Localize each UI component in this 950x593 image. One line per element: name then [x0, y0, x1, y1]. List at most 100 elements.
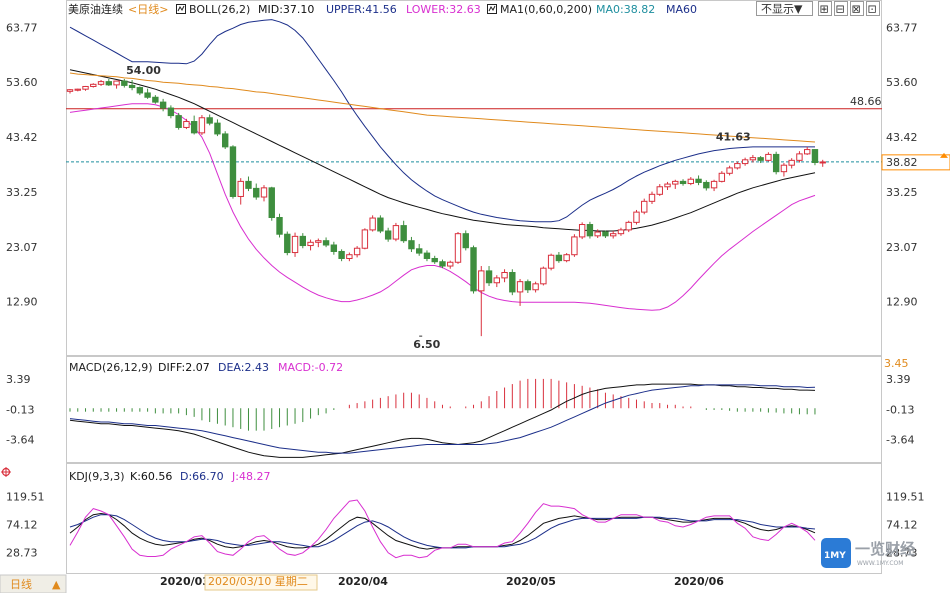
main-y-tick-left-3: 33.25 [6, 186, 38, 199]
candle-body-61 [540, 267, 547, 285]
candle-body-93 [788, 159, 795, 166]
date-label-jun: 2020/06 [674, 575, 724, 588]
kdj-y-tick-right-2: 28.73 [886, 546, 918, 559]
panel-frames [66, 0, 882, 574]
candle-body-53 [478, 270, 485, 292]
candle-body-57 [509, 272, 516, 293]
candle-body-40 [377, 217, 384, 232]
macd-corner-value: 3.45 [884, 357, 909, 370]
candle-body-89 [757, 157, 764, 161]
candle-body-90 [765, 153, 772, 161]
boll-mid-value: MID:37.10 [258, 3, 314, 16]
hide-button[interactable] [756, 1, 813, 16]
main-y-axis-right: 63.77 53.60 43.42 33.25 23.07 12.90 [886, 21, 918, 308]
candle-body-96 [811, 149, 819, 164]
kdj-y-tick-left-2: 28.73 [6, 546, 38, 559]
candle-body-81 [695, 178, 702, 183]
main-y-tick-left-1: 53.60 [6, 76, 38, 89]
period-label[interactable]: <日线> [128, 2, 168, 16]
candle-body-79 [679, 180, 687, 185]
main-y-tick-right-1: 53.60 [886, 76, 918, 89]
candle-body-50 [454, 233, 462, 263]
hline-label: 48.66 [850, 95, 882, 108]
macd-macd-value: MACD:-0.72 [278, 361, 343, 374]
window-button-2[interactable] [834, 1, 848, 16]
kdj-panel-frame [66, 463, 882, 574]
candle-body-66 [578, 224, 586, 238]
brand-logo-name: 一览财经 [855, 540, 915, 558]
line-ma0 [69, 72, 816, 143]
candle-body-63 [555, 254, 563, 262]
kdj-y-tick-left-0: 119.51 [6, 491, 45, 504]
candle-body-72 [625, 221, 632, 231]
window-button-2-icon[interactable]: ⊟ [836, 3, 845, 16]
ma60-label: MA60 [666, 3, 697, 16]
boll-upper-value: UPPER:41.56 [326, 3, 397, 16]
main-y-tick-right-2: 43.42 [886, 131, 918, 144]
top-right-controls: 不显示▼ ⊞ ⊟ ⊠ ⊡ [756, 1, 880, 16]
candle-body-21 [229, 146, 237, 197]
boll-indicator-icon-glyph [177, 5, 185, 12]
candle-body-91 [772, 153, 780, 173]
window-button-4[interactable] [866, 1, 880, 16]
main-y-tick-left-2: 43.42 [6, 131, 38, 144]
kdj-name[interactable]: KDJ(9,3,3) [69, 470, 125, 483]
macd-dea-line [69, 384, 816, 454]
macd-lines [69, 383, 816, 458]
main-y-tick-right-0: 63.77 [886, 21, 918, 34]
candle-body-86 [734, 163, 741, 169]
candle-body-12 [159, 101, 167, 109]
candle-body-44 [408, 240, 415, 250]
period-switch-arrow[interactable]: ▲ [52, 578, 61, 591]
candle-body-48 [439, 261, 446, 267]
line-upper [69, 19, 815, 223]
macd-y-axis-left: 3.39 -0.13 -3.64 [6, 373, 34, 447]
main-y-tick-left-0: 63.77 [6, 21, 38, 34]
candle-body-77 [664, 183, 671, 188]
price-annotation-1: 41.63 [716, 131, 751, 144]
candle-body-36 [346, 254, 353, 259]
current-price-arrow-icon [940, 152, 948, 158]
candle-body-75 [648, 193, 656, 202]
window-button-1[interactable] [818, 1, 832, 16]
candle-body-30 [299, 235, 307, 247]
candle-body-23 [245, 180, 252, 189]
candle-body-43 [400, 225, 407, 242]
candle-body-87 [741, 159, 749, 165]
candle-body-51 [462, 233, 469, 249]
macd-name[interactable]: MACD(26,12,9) [69, 361, 153, 374]
brand-logo-icon [821, 538, 851, 568]
main-y-tick-left-4: 23.07 [6, 241, 38, 254]
candle-body-68 [594, 231, 601, 237]
candle-body-41 [384, 230, 392, 240]
ma-label: MA1(0,60,0,200) [500, 3, 592, 16]
macd-legend: MACD(26,12,9) DIFF:2.07 DEA:2.43 MACD:-0… [69, 357, 909, 374]
window-button-3[interactable] [850, 1, 864, 16]
candle-body-95 [804, 149, 811, 155]
candle-body-49 [447, 261, 454, 267]
price-annotations: 54.00 41.63 6.50 [126, 64, 751, 351]
candle-body-71 [617, 229, 625, 235]
candle-body-85 [726, 167, 733, 174]
candle-body-97 [819, 161, 826, 164]
period-switch-label[interactable]: 日线 [10, 577, 32, 591]
period-switch-button[interactable] [0, 574, 67, 593]
main-indicator-lines: 48.66 38.82 [66, 19, 950, 311]
window-button-4-icon[interactable]: ⊡ [868, 3, 877, 16]
symbol-name[interactable]: 美原油连续 [68, 2, 123, 16]
macd-dea-value: DEA:2.43 [218, 361, 269, 374]
candle-body-35 [338, 250, 345, 259]
hide-button-label[interactable]: 不显示▼ [761, 3, 803, 16]
candle-body-19 [214, 122, 221, 135]
footer-bar: 日线 ▲ 2020/03 2020/03/10 星期二 2020/04 2020… [0, 574, 724, 593]
candle-body-15 [183, 121, 190, 128]
ma-indicator-icon-glyph [488, 5, 496, 12]
macd-diff-line [69, 383, 816, 458]
candle-body-47 [431, 257, 438, 263]
candle-body-0 [66, 89, 74, 92]
candle-body-92 [780, 164, 788, 173]
main-y-axis-left: 63.77 53.60 43.42 33.25 23.07 12.90 [6, 21, 38, 308]
date-label-may: 2020/05 [506, 575, 556, 588]
window-button-1-icon[interactable]: ⊞ [820, 3, 829, 16]
window-button-3-icon[interactable]: ⊠ [852, 3, 861, 16]
